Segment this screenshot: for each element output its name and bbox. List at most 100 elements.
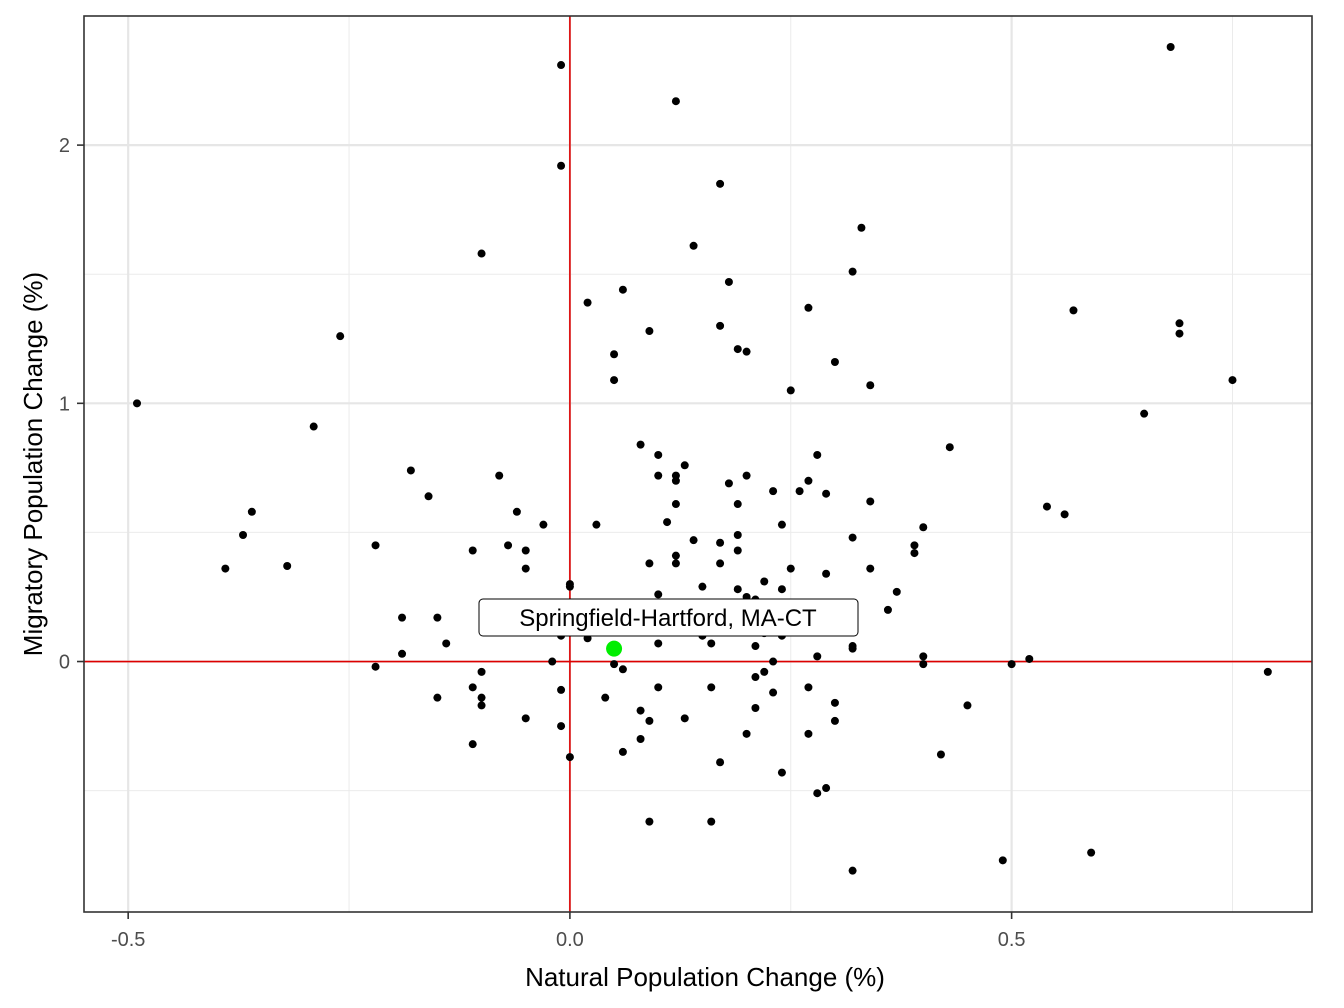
data-point	[654, 450, 663, 459]
data-point	[680, 714, 689, 723]
data-point	[654, 639, 663, 648]
plot-background	[84, 16, 1312, 912]
data-point	[724, 277, 733, 286]
data-point	[830, 358, 839, 367]
data-point	[936, 750, 945, 759]
data-point	[1166, 42, 1175, 51]
plot-border	[83, 15, 1313, 913]
data-point	[654, 590, 663, 599]
data-point	[406, 466, 415, 475]
data-point	[866, 497, 875, 506]
data-point	[512, 507, 521, 516]
data-point	[1263, 667, 1272, 676]
data-point	[680, 461, 689, 470]
data-point	[1007, 660, 1016, 669]
data-point	[733, 531, 742, 540]
data-point	[751, 704, 760, 713]
data-point	[698, 582, 707, 591]
data-point	[610, 376, 619, 385]
data-point	[769, 657, 778, 666]
data-point	[716, 758, 725, 767]
data-point	[751, 642, 760, 651]
data-point	[769, 487, 778, 496]
data-point	[760, 577, 769, 586]
data-point	[645, 327, 654, 336]
data-point	[283, 561, 292, 570]
data-point	[848, 866, 857, 875]
highlighted-point-group: Springfield-Hartford, MA-CT	[478, 598, 859, 657]
data-point	[724, 479, 733, 488]
data-point	[442, 639, 451, 648]
data-point	[557, 61, 566, 70]
x-axis-ticks: -0.5 0.0 0.5	[111, 912, 1026, 951]
data-point	[733, 345, 742, 354]
data-point	[733, 546, 742, 555]
y-axis-ticks: 0 1 2	[59, 135, 84, 674]
data-point	[645, 716, 654, 725]
data-point	[433, 613, 442, 622]
data-point	[751, 673, 760, 682]
data-point	[813, 789, 822, 798]
data-point	[919, 660, 928, 669]
data-point	[433, 693, 442, 702]
data-point	[424, 492, 433, 501]
highlight-label: Springfield-Hartford, MA-CT	[519, 605, 817, 632]
data-point	[398, 649, 407, 658]
data-point	[742, 471, 751, 480]
reference-lines	[84, 16, 1312, 912]
data-point	[671, 476, 680, 485]
data-point	[468, 683, 477, 692]
data-point	[919, 523, 928, 532]
data-point	[910, 541, 919, 550]
data-point	[557, 161, 566, 170]
data-point	[645, 559, 654, 568]
data-point	[1060, 510, 1069, 519]
data-point	[777, 768, 786, 777]
data-point	[221, 564, 230, 573]
data-point	[521, 714, 530, 723]
data-point	[468, 740, 477, 749]
highlight-label-box	[478, 598, 859, 637]
data-point	[707, 817, 716, 826]
data-point	[848, 644, 857, 653]
data-point	[822, 569, 831, 578]
data-point	[804, 476, 813, 485]
data-point	[777, 585, 786, 594]
data-point	[610, 350, 619, 359]
data-point	[557, 722, 566, 731]
data-point	[733, 500, 742, 509]
data-point	[1228, 376, 1237, 385]
data-point	[477, 701, 486, 710]
data-point	[813, 652, 822, 661]
data-point	[910, 549, 919, 558]
data-point	[733, 585, 742, 594]
data-point	[769, 688, 778, 697]
data-point	[548, 657, 557, 666]
data-point	[822, 489, 831, 498]
data-point	[1175, 329, 1184, 338]
data-point	[565, 753, 574, 762]
data-point	[504, 541, 513, 550]
highlight-point	[606, 640, 623, 657]
data-point	[309, 422, 318, 431]
y-axis-title: Migratory Population Change (%)	[18, 272, 48, 656]
data-point	[804, 683, 813, 692]
data-point	[777, 520, 786, 529]
y-tick-label: 2	[59, 135, 70, 157]
data-point	[786, 386, 795, 395]
data-point	[618, 285, 627, 294]
data-point	[371, 662, 380, 671]
data-point	[477, 693, 486, 702]
data-point	[742, 729, 751, 738]
data-point	[477, 249, 486, 258]
data-point	[239, 531, 248, 540]
data-point	[645, 817, 654, 826]
data-point	[848, 267, 857, 276]
data-point	[963, 701, 972, 710]
data-point	[1087, 848, 1096, 857]
data-point	[636, 734, 645, 743]
data-point	[477, 667, 486, 676]
minor-gridlines	[84, 16, 1312, 912]
data-point	[247, 507, 256, 516]
data-point	[1069, 306, 1078, 315]
